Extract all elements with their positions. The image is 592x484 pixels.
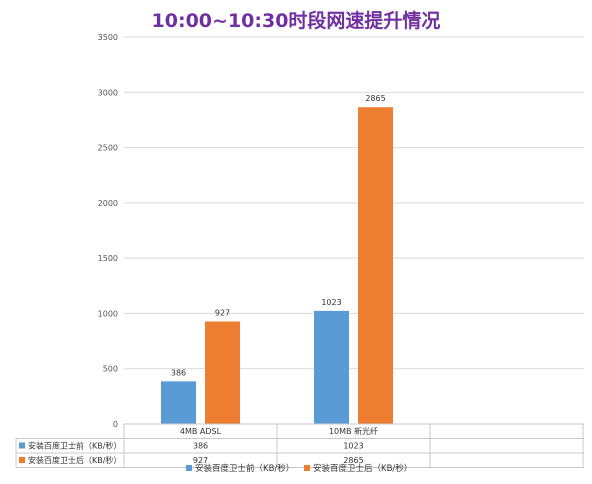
y-tick-label-7: 3500 bbox=[98, 33, 118, 42]
table-cell-1-2: 1023 bbox=[343, 442, 363, 451]
y-tick-label-6: 3000 bbox=[98, 88, 118, 97]
bar-2-2 bbox=[358, 107, 393, 424]
legend-swatch-1 bbox=[186, 465, 192, 471]
table-cell-2-1: 927 bbox=[193, 456, 208, 465]
category-label-2: 10MB 新光纤 bbox=[329, 426, 378, 436]
y-tick-label-5: 2500 bbox=[98, 144, 118, 153]
y-tick-label-0: 0 bbox=[113, 420, 118, 429]
table-row-label-1: 安装百度卫士前（KB/秒） bbox=[28, 441, 121, 451]
y-tick-label-4: 2000 bbox=[98, 199, 118, 208]
data-label-1-2: 1023 bbox=[321, 298, 341, 307]
table-cell-2-2: 2865 bbox=[343, 456, 363, 465]
bar-2-1 bbox=[205, 321, 240, 424]
category-label-1: 4MB ADSL bbox=[180, 427, 222, 436]
y-tick-label-1: 500 bbox=[103, 365, 118, 374]
y-tick-label-2: 1000 bbox=[98, 309, 118, 318]
table-key-2 bbox=[19, 457, 25, 463]
chart-title: 10:00~10:30时段网速提升情况 bbox=[151, 10, 441, 32]
legend-label-1: 安装百度卫士前（KB/秒） bbox=[195, 463, 294, 474]
table-key-1 bbox=[19, 442, 25, 449]
bar-1-2 bbox=[314, 310, 349, 424]
table-row-label-2: 安装百度卫士后（KB/秒） bbox=[28, 455, 121, 465]
legend-swatch-2 bbox=[304, 465, 310, 471]
data-label-2-1: 927 bbox=[215, 309, 230, 318]
data-label-2-2: 2865 bbox=[365, 94, 385, 103]
y-tick-label-3: 1500 bbox=[98, 254, 118, 263]
legend-label-2: 安装百度卫士后（KB/秒） bbox=[313, 463, 412, 474]
bar-1-1 bbox=[161, 381, 196, 424]
table-cell-1-1: 386 bbox=[193, 442, 208, 451]
data-label-1-1: 386 bbox=[171, 368, 186, 377]
